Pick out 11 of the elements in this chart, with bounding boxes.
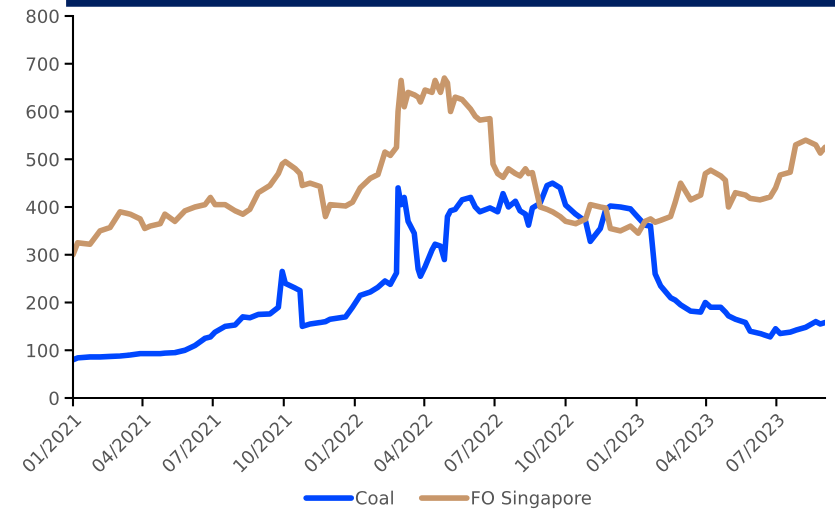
legend-label: FO Singapore [472,490,591,508]
y-tick-label: 700 [26,57,59,71]
y-tick-label: 800 [26,9,59,24]
y-tick-label: 200 [26,296,59,310]
y-tick-label: 400 [26,200,59,214]
y-tick-label: 500 [26,152,59,166]
y-tick-label: 300 [26,248,59,262]
y-tick-label: 600 [26,104,59,119]
y-tick-label: 0 [50,391,59,406]
y-tick-label: 100 [27,344,59,358]
legend-label: Coal [356,490,393,505]
